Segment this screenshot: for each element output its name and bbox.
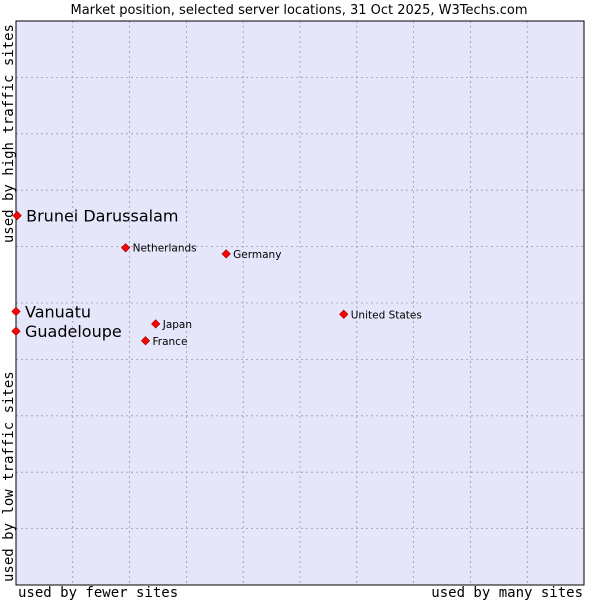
data-label-france: France	[153, 336, 188, 348]
y-axis-label-top: used by high traffic sites	[1, 24, 17, 243]
data-label-japan: Japan	[162, 319, 192, 331]
data-label-netherlands: Netherlands	[133, 243, 197, 255]
x-axis-label-left: used by fewer sites	[18, 585, 178, 600]
data-label-brunei-darussalam: Brunei Darussalam	[26, 207, 178, 226]
x-axis-label-right: used by many sites	[431, 585, 583, 600]
data-label-vanuatu: Vanuatu	[25, 302, 91, 321]
chart-title: Market position, selected server locatio…	[70, 3, 527, 18]
data-label-guadeloupe: Guadeloupe	[25, 322, 122, 341]
market-position-chart: Market position, selected server locatio…	[0, 0, 600, 600]
data-label-germany: Germany	[233, 249, 281, 261]
y-axis-label-bottom: used by low traffic sites	[1, 371, 17, 582]
data-label-united-states: United States	[351, 309, 422, 321]
